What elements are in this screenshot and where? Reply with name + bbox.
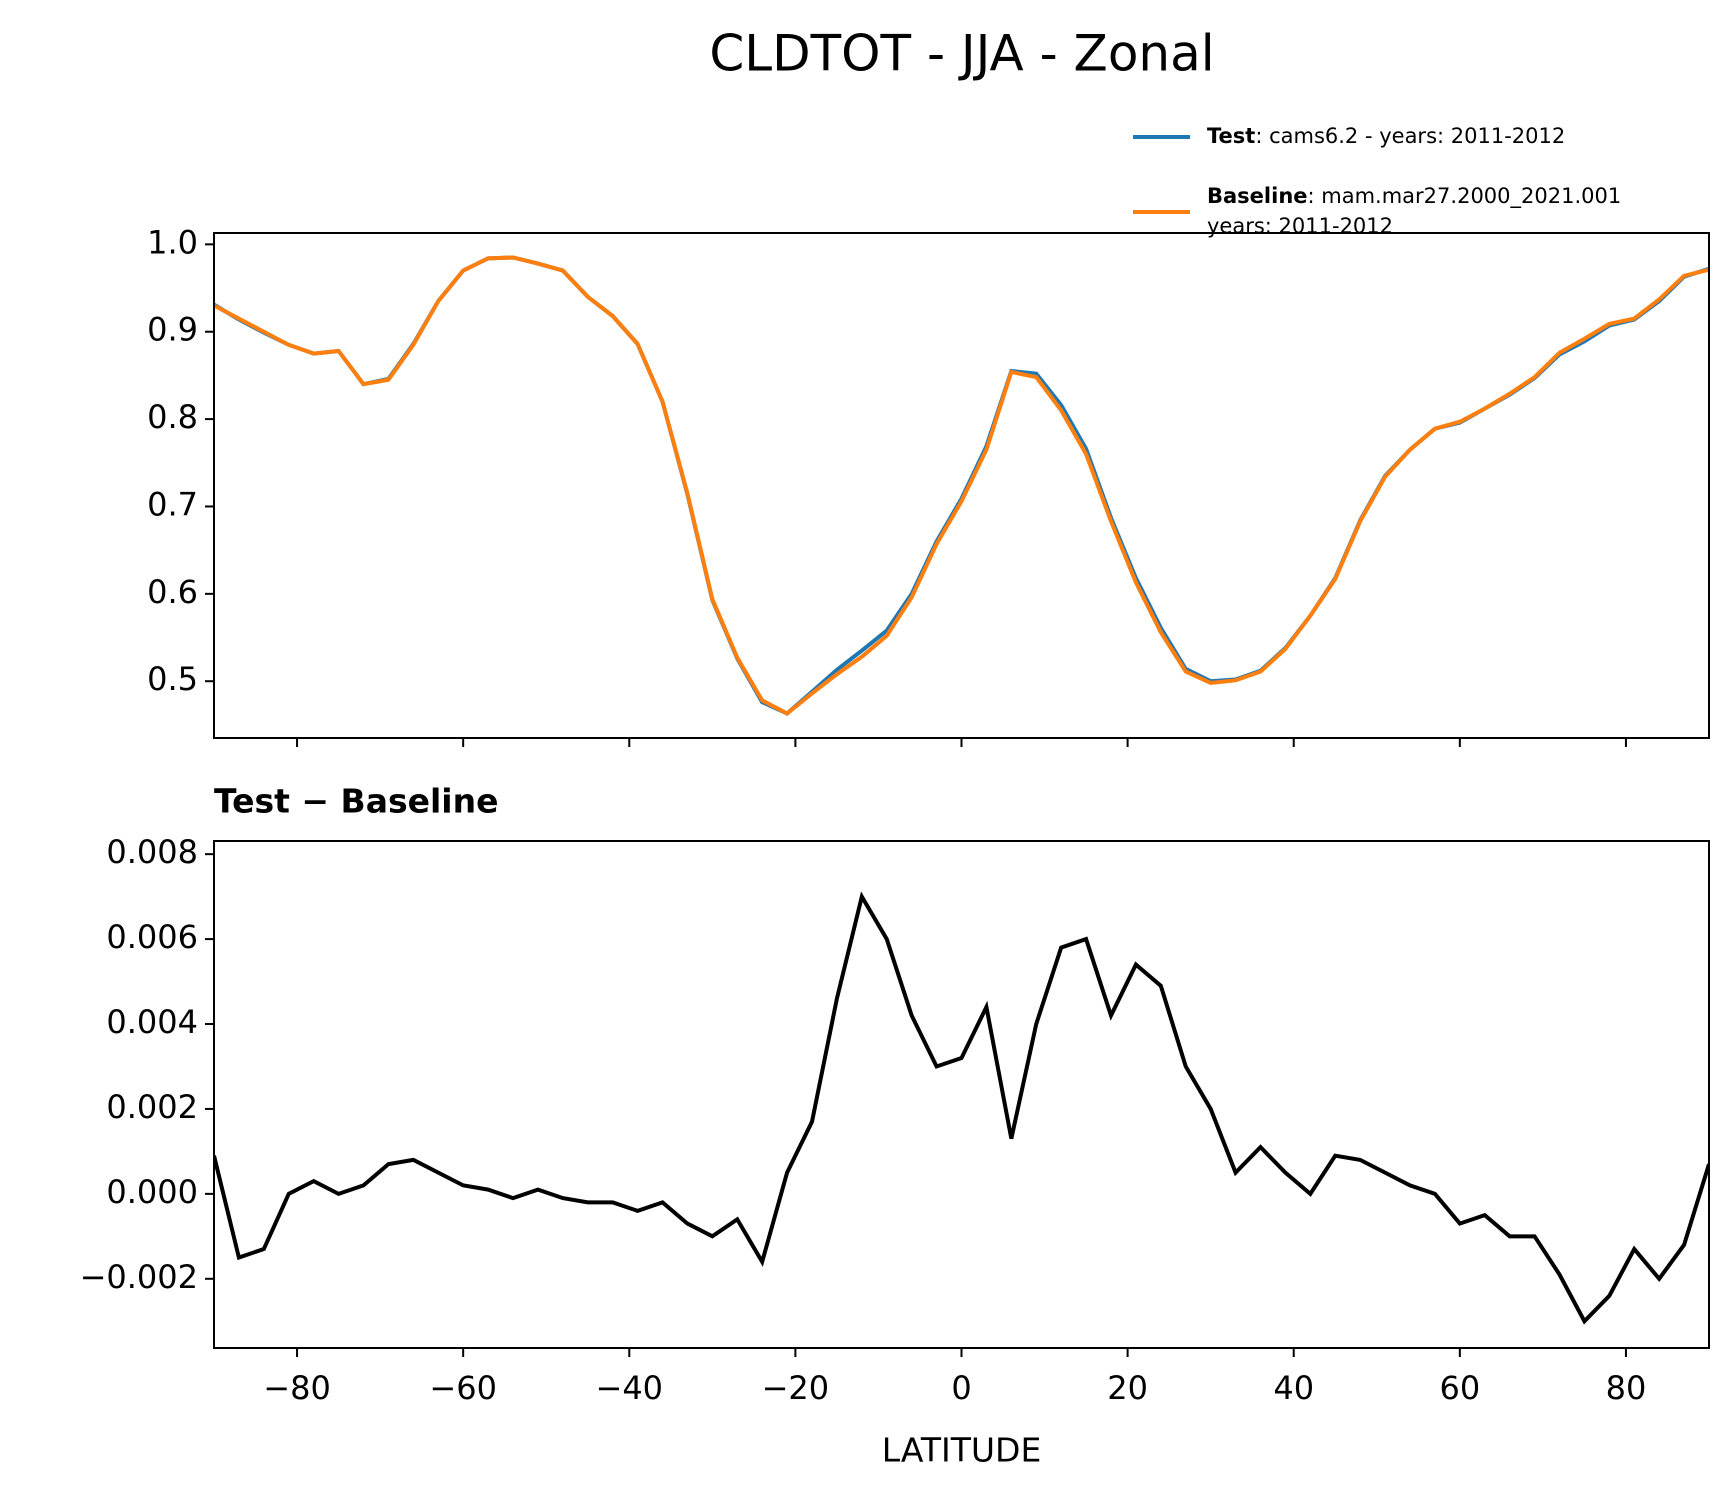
y-tick-label: 0.7 — [147, 485, 198, 523]
y-tick-label: 0.008 — [106, 833, 198, 871]
x-tick-label: 40 — [1273, 1369, 1314, 1407]
y-tick-label: 0.6 — [147, 573, 198, 611]
data-line — [214, 255, 1709, 716]
y-tick-label: 0.004 — [106, 1003, 198, 1041]
x-tick-label: 20 — [1107, 1369, 1148, 1407]
legend-label: years: 2011-2012 — [1207, 214, 1393, 238]
x-tick-label: −60 — [429, 1369, 497, 1407]
legend-text: : cams6.2 - years: 2011-2012 — [1255, 124, 1565, 148]
y-tick-label: 0.002 — [106, 1088, 198, 1126]
y-tick-label: 0.5 — [147, 660, 198, 698]
legend-label: Test: cams6.2 - years: 2011-2012 — [1207, 124, 1565, 148]
x-axis-label: LATITUDE — [882, 1431, 1042, 1470]
data-line — [214, 891, 1709, 1325]
figure-title: CLDTOT - JJA - Zonal — [709, 25, 1214, 83]
axes-frame — [213, 840, 1710, 1349]
x-tick-label: −20 — [762, 1369, 830, 1407]
legend-name: Test — [1207, 124, 1255, 148]
legend-label: Baseline: mam.mar27.2000_2021.001 — [1207, 184, 1621, 209]
y-tick-label: 1.0 — [147, 223, 198, 261]
y-tick-label: 0.006 — [106, 918, 198, 956]
x-tick-label: 60 — [1439, 1369, 1480, 1407]
axes-frame — [213, 232, 1710, 739]
x-tick-label: 80 — [1606, 1369, 1647, 1407]
x-tick-label: −40 — [596, 1369, 664, 1407]
y-tick-label: 0.000 — [106, 1173, 198, 1211]
legend-text: : mam.mar27.2000_2021.001 — [1308, 184, 1622, 209]
y-tick-label: 0.8 — [147, 398, 198, 436]
axes-title: Test − Baseline — [214, 782, 499, 821]
legend-name: Baseline — [1207, 184, 1308, 208]
data-line — [214, 255, 1709, 716]
y-tick-label: −0.002 — [80, 1258, 198, 1296]
x-tick-label: 0 — [951, 1369, 971, 1407]
x-tick-label: −80 — [263, 1369, 331, 1407]
y-tick-label: 0.9 — [147, 311, 198, 349]
